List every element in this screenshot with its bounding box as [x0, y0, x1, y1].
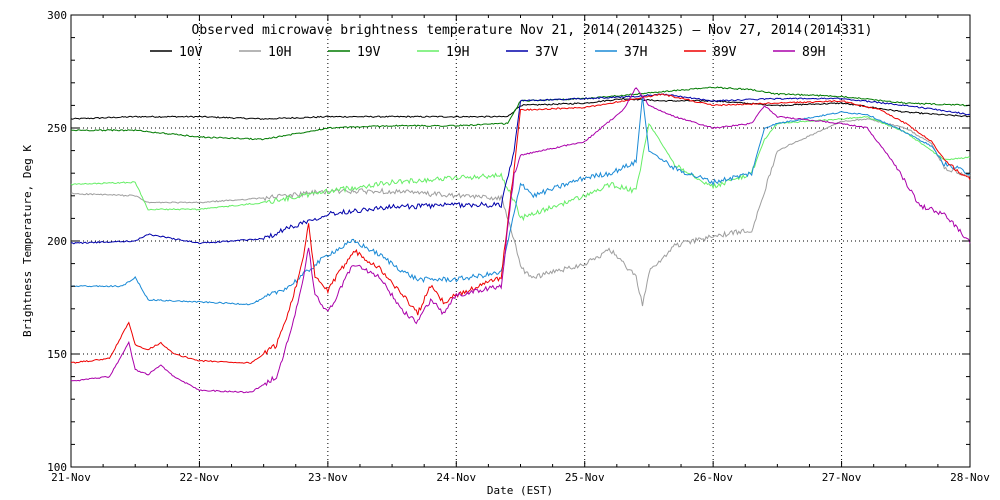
- chart-title: Observed microwave brightness temperatur…: [192, 23, 873, 38]
- y-tick-label: 100: [47, 461, 67, 474]
- axis-ticks: 21-Nov 22-Nov 23-Nov 24-Nov 25-Nov 26-Nov 27-N…: [47, 9, 990, 484]
- x-tick-label: 28-Nov: [950, 471, 990, 484]
- legend-label-37h: 37H: [624, 45, 647, 60]
- series-line-89v: [70, 93, 971, 365]
- legend-label-19v: 19V: [357, 45, 381, 60]
- legend-label-37v: 37V: [535, 45, 559, 60]
- series-line-10h: [70, 118, 971, 307]
- legend-label-89h: 89H: [802, 45, 825, 60]
- series-line-37h: [70, 96, 971, 306]
- x-tick-label: 25-Nov: [565, 471, 605, 484]
- legend-label-89v: 89V: [713, 45, 737, 60]
- x-tick-label: 26-Nov: [693, 471, 733, 484]
- series-line-19h: [70, 115, 971, 222]
- series-lines: [70, 86, 971, 394]
- x-tick-label: 24-Nov: [436, 471, 476, 484]
- legend-label-10h: 10H: [268, 45, 291, 60]
- x-tick-label: 22-Nov: [180, 471, 220, 484]
- series-line-37v: [70, 93, 970, 245]
- x-axis-label: Date (EST): [487, 484, 553, 497]
- legend-label-19h: 19H: [446, 45, 469, 60]
- x-tick-label: 27-Nov: [822, 471, 862, 484]
- series-line-10v: [70, 97, 971, 120]
- y-axis-label: Brightness Temperature, Deg K: [21, 145, 34, 337]
- legend-label-10v: 10V: [179, 45, 203, 60]
- y-tick-label: 150: [47, 348, 67, 361]
- series-line-89h: [70, 87, 971, 394]
- x-tick-label: 21-Nov: [51, 471, 91, 484]
- grid: [71, 15, 970, 467]
- x-tick-label: 23-Nov: [308, 471, 348, 484]
- y-tick-label: 250: [47, 122, 67, 135]
- legend: 10V 10H 19V 19H 37V 37H 89V 89H: [150, 45, 825, 60]
- y-tick-label: 300: [47, 9, 67, 22]
- y-tick-label: 200: [47, 235, 67, 248]
